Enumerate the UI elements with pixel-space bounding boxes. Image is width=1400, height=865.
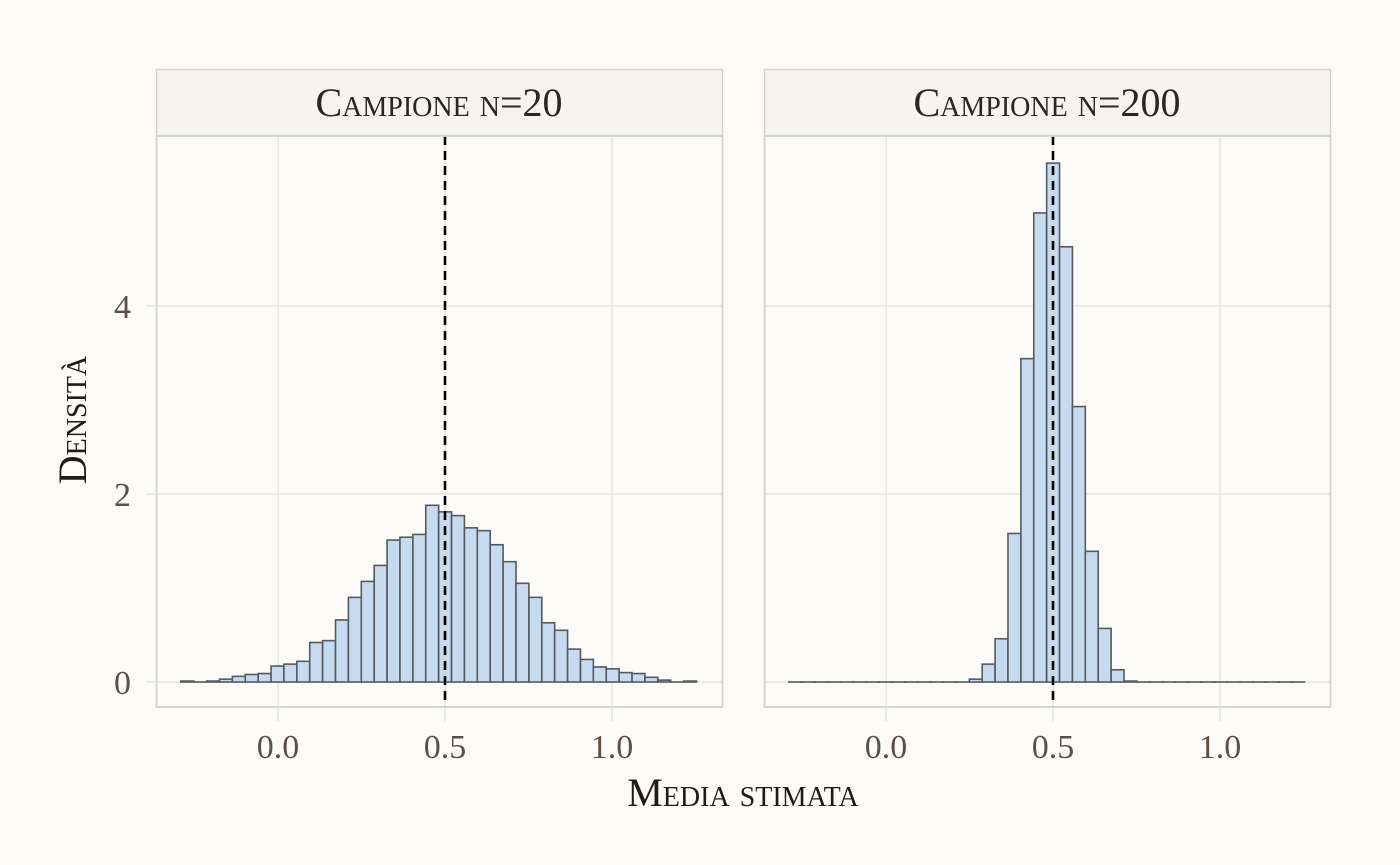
facet-title: Campione n=20 — [315, 80, 562, 125]
histogram-bar — [968, 678, 983, 683]
histogram-bar — [218, 678, 234, 683]
histogram-bar — [618, 671, 633, 683]
histogram-bar — [424, 504, 440, 683]
panel-border — [763, 135, 1332, 708]
histogram-bar — [476, 529, 492, 683]
facet-panel: Campione n=20 0.0 0.5 1.0 — [155, 68, 724, 766]
histogram-bar — [566, 648, 582, 683]
x-tick-label: 1.0 — [591, 729, 634, 766]
histogram-bar — [463, 527, 479, 683]
facet-strip — [155, 68, 724, 137]
x-tick-label: 0.0 — [865, 729, 908, 766]
histogram-bar — [180, 680, 195, 683]
histogram-bar — [308, 641, 324, 683]
histogram-bar — [334, 619, 350, 683]
histogram-bar — [373, 564, 388, 683]
histogram-bar — [270, 665, 285, 683]
histogram-bar — [994, 637, 1009, 683]
y-tick-label: 2 — [114, 477, 131, 514]
histogram-bar — [592, 666, 608, 683]
histogram-bar — [1097, 627, 1112, 683]
histogram-bar — [347, 596, 363, 683]
histogram-bar — [283, 663, 298, 683]
histogram-bar — [231, 675, 247, 683]
histogram-bar — [1007, 532, 1022, 683]
histogram-bar — [605, 668, 620, 683]
panels-layer: Campione n=20 0.0 0.5 1.0 Campione n=200 0.0 0… — [155, 68, 1332, 766]
histogram-bar — [1123, 680, 1138, 683]
x-tick-label: 1.0 — [1199, 729, 1242, 766]
histogram-bar — [257, 672, 272, 683]
histogram-bar — [579, 658, 595, 683]
histogram-bar — [386, 539, 401, 683]
x-tick-label: 0.5 — [424, 729, 467, 766]
histogram-bar — [682, 680, 698, 683]
histogram-bar — [296, 660, 311, 683]
histogram-bar — [489, 543, 504, 683]
y-axis: 0 2 4 — [114, 289, 156, 702]
y-tick-label: 4 — [114, 289, 131, 326]
histogram-bar — [1020, 357, 1035, 683]
histogram-bar — [244, 673, 259, 683]
y-tick-label: 0 — [114, 665, 131, 702]
histogram-bar — [437, 511, 453, 683]
histogram-bar — [205, 680, 221, 683]
histogram-bar — [515, 582, 530, 683]
histogram-bar — [412, 533, 427, 683]
histogram-bar — [657, 679, 672, 683]
histogram-bar — [553, 629, 569, 683]
histogram-bar — [528, 596, 543, 683]
histogram-bar — [399, 536, 414, 683]
facet-panel: Campione n=200 0.0 0.5 1.0 — [763, 68, 1332, 766]
histogram-bar — [1084, 550, 1100, 683]
histogram-bar — [1032, 212, 1048, 683]
facet-title: Campione n=200 — [913, 80, 1180, 125]
y-axis-title: Densità — [50, 355, 95, 484]
x-tick-label: 0.0 — [257, 729, 300, 766]
histogram-bar — [981, 663, 996, 683]
facet-strip — [763, 68, 1332, 137]
histogram-bar — [1058, 245, 1074, 683]
histogram-bar — [502, 560, 517, 683]
x-tick-label: 0.5 — [1032, 729, 1075, 766]
histogram-bar — [1071, 405, 1087, 683]
histogram-bar — [540, 621, 556, 683]
histogram-bar — [644, 676, 659, 683]
histogram-bar — [360, 580, 375, 683]
histogram-bar — [631, 672, 646, 683]
histogram-bar — [1110, 668, 1125, 683]
x-axis-title: Media stimata — [627, 770, 859, 815]
histogram-bar — [321, 639, 337, 683]
histogram-bar — [450, 514, 466, 683]
panel-border — [155, 135, 724, 708]
